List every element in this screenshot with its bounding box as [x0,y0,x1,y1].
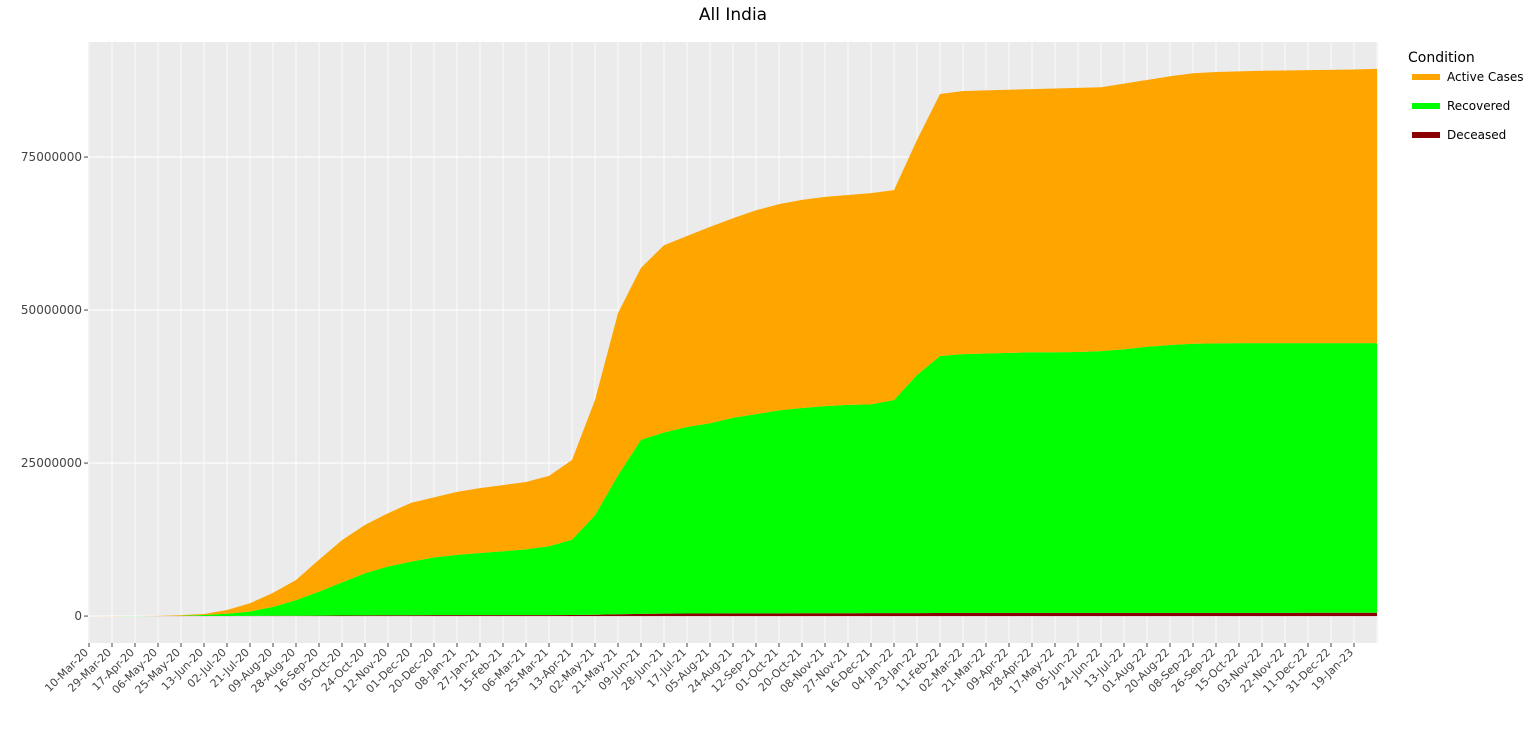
area [89,68,1377,617]
legend-label: Recovered [1447,99,1510,113]
legend-label: Active Cases [1447,70,1524,84]
y-tick-label: 0 [74,609,82,623]
axes: 025000000500000007500000010-Mar-2029-Mar… [21,150,1356,696]
y-tick-label: 25000000 [21,456,82,470]
legend-label: Deceased [1447,128,1506,142]
area [89,343,1377,617]
chart-title: All India [699,5,767,25]
y-tick-label: 50000000 [21,303,82,317]
area [89,612,1377,617]
y-tick-label: 75000000 [21,150,82,164]
legend-title: Condition [1408,50,1475,66]
areas [89,68,1377,617]
legend: Condition Active Cases Recovered Deceased [1408,50,1524,142]
